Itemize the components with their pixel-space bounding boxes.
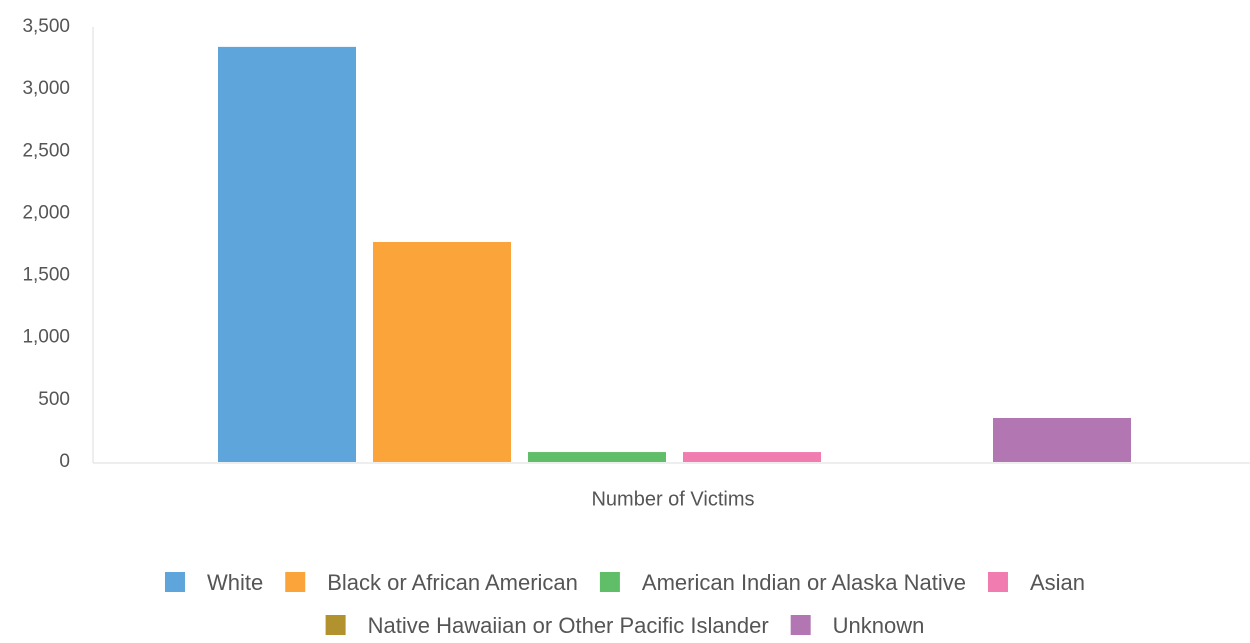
y-tick-label: 500 xyxy=(38,389,70,410)
y-tick-label: 2,000 xyxy=(22,202,70,223)
y-tick-label: 2,500 xyxy=(22,140,70,161)
y-tick-label: 0 xyxy=(59,451,70,472)
bar xyxy=(528,452,666,462)
legend-swatch xyxy=(599,572,620,592)
legend-item: Unknown xyxy=(790,613,925,638)
legend-label: White xyxy=(207,570,263,595)
legend-label: Asian xyxy=(1030,570,1085,595)
legend-swatch xyxy=(164,572,185,592)
legend-swatch xyxy=(987,572,1008,592)
bar xyxy=(218,46,356,463)
x-axis-title: Number of Victims xyxy=(591,488,754,510)
legend-item: Black or African American xyxy=(285,570,578,595)
legend-item: American Indian or Alaska Native xyxy=(599,570,966,595)
legend-label: American Indian or Alaska Native xyxy=(642,570,966,595)
bar xyxy=(683,452,821,462)
legend-item: Native Hawaiian or Other Pacific Islande… xyxy=(325,613,769,638)
y-tick-label: 3,500 xyxy=(22,16,70,37)
legend-label: Native Hawaiian or Other Pacific Islande… xyxy=(368,613,769,638)
legend-item: Asian xyxy=(987,570,1085,595)
y-tick-label: 3,000 xyxy=(22,78,70,99)
bar xyxy=(993,418,1131,462)
y-tick-label: 1,500 xyxy=(22,265,70,286)
legend-label: Black or African American xyxy=(327,570,578,595)
y-tick-label: 1,000 xyxy=(22,327,70,348)
legend-label: Unknown xyxy=(833,613,925,638)
legend-swatch xyxy=(285,572,306,592)
legend-swatch xyxy=(790,615,811,635)
legend-swatch xyxy=(325,615,346,635)
legend-item: White xyxy=(164,570,263,595)
bar xyxy=(373,242,511,462)
